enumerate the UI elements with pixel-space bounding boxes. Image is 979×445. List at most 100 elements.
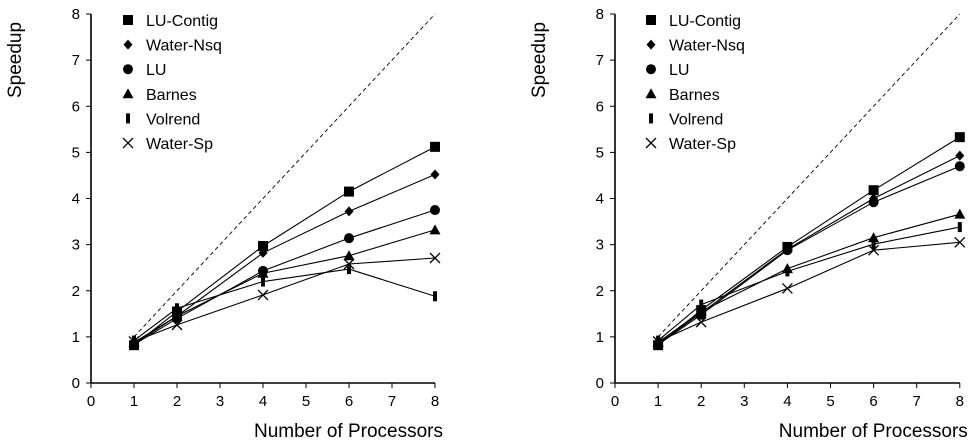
data-point [343, 258, 355, 270]
x-tick-label: 6 [345, 393, 353, 410]
legend-label: LU-Contig [669, 13, 741, 30]
data-point [257, 267, 269, 278]
legend-marker [122, 88, 134, 99]
data-point [868, 232, 880, 243]
legend-marker [122, 137, 134, 149]
series-volrend [656, 222, 962, 346]
data-point [868, 244, 880, 256]
y-tick-label: 3 [596, 237, 604, 254]
x-tick-label: 1 [130, 393, 138, 410]
y-tick-label: 2 [72, 283, 80, 300]
data-point [868, 197, 879, 208]
series-line [133, 257, 436, 343]
data-point [695, 316, 707, 328]
data-point [868, 185, 879, 196]
y-tick-label: 5 [72, 144, 80, 161]
x-tick-label: 2 [697, 393, 705, 410]
data-point [430, 205, 440, 216]
y-tick-label: 4 [596, 191, 604, 208]
data-point [175, 303, 179, 314]
x-tick-label: 0 [611, 393, 619, 410]
y-tick-label: 2 [596, 283, 604, 300]
y-axis-label: Speedup [5, 22, 26, 98]
x-tick-label: 3 [216, 393, 224, 410]
series-lu [129, 205, 440, 350]
y-tick-label: 5 [596, 144, 604, 161]
legend-marker [126, 113, 130, 124]
data-point [257, 289, 269, 301]
data-point [343, 250, 355, 261]
y-tick-label: 6 [596, 98, 604, 115]
x-tick-label: 2 [173, 393, 181, 410]
x-tick-label: 4 [783, 393, 791, 410]
data-point [695, 306, 707, 317]
y-tick-label: 1 [72, 329, 80, 346]
x-tick-label: 6 [869, 393, 877, 410]
data-point [430, 169, 440, 180]
data-point [652, 336, 664, 347]
data-point [781, 282, 793, 294]
x-tick-label: 0 [87, 393, 95, 410]
y-tick-label: 7 [72, 52, 80, 69]
data-point [957, 222, 962, 233]
y-tick-label: 1 [596, 329, 604, 346]
legend-label: Water-Sp [146, 136, 213, 153]
y-tick-label: 0 [596, 375, 604, 392]
series-line [133, 268, 436, 342]
legend-label: LU [146, 62, 166, 79]
legend-marker [646, 64, 656, 75]
legend-label: Water-Nsq [669, 38, 745, 55]
chart-panel-1: 0 1 2 3 4 5 6 7 8 0 1 2 3 4 5 6 7 8 Number of Processors Sp… [5, 6, 443, 442]
data-point [954, 236, 966, 248]
legend-marker [645, 88, 657, 99]
y-tick-label: 8 [72, 6, 80, 23]
x-tick-label: 5 [826, 393, 834, 410]
x-tick-label: 8 [431, 393, 439, 410]
legend-marker [646, 39, 656, 50]
data-point [429, 252, 441, 264]
legend-label: Barnes [146, 87, 197, 104]
data-point [871, 239, 876, 250]
x-axis-label: Number of Processors [779, 421, 968, 442]
data-point [955, 150, 965, 161]
data-point [347, 264, 351, 275]
data-point [782, 245, 793, 256]
data-point [344, 233, 354, 244]
x-tick-label: 3 [740, 393, 748, 410]
legend-marker [646, 15, 656, 25]
data-point [261, 276, 265, 287]
y-tick-label: 4 [72, 191, 80, 208]
legend-marker [123, 39, 133, 50]
data-point [954, 132, 965, 143]
data-point [430, 141, 440, 152]
series-water-sp [652, 236, 966, 347]
data-point [954, 161, 965, 172]
legend-label: LU [669, 62, 689, 79]
legend-marker [123, 64, 133, 75]
ideal-speedup-line [133, 13, 436, 338]
y-tick-label: 6 [72, 98, 80, 115]
data-point [344, 186, 354, 197]
legend-marker [649, 113, 653, 124]
series-water-sp [128, 252, 441, 347]
legend-label: LU-Contig [146, 13, 218, 30]
data-point [433, 291, 437, 302]
legend-label: Volrend [669, 111, 723, 128]
x-tick-label: 5 [302, 393, 310, 410]
data-point [171, 319, 183, 331]
x-tick-label: 7 [388, 393, 396, 410]
series-volrend [132, 264, 437, 346]
ideal-speedup-line [657, 13, 961, 338]
legend-label: Water-Sp [669, 136, 736, 153]
x-axis-label: Number of Processors [254, 421, 443, 442]
data-point [699, 299, 704, 310]
y-tick-label: 0 [72, 375, 80, 392]
y-axis-label: Speedup [529, 22, 550, 98]
x-tick-label: 8 [956, 393, 964, 410]
data-point [656, 335, 661, 346]
legend-marker [645, 137, 657, 149]
series-line [133, 229, 436, 343]
x-tick-label: 1 [654, 393, 662, 410]
data-point [258, 247, 268, 258]
